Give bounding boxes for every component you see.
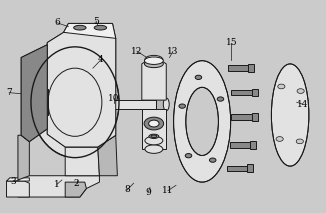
Text: 13: 13 [167,47,178,56]
Polygon shape [21,45,47,142]
Ellipse shape [271,64,309,166]
Text: 5: 5 [93,17,99,26]
Polygon shape [18,176,99,197]
Text: 15: 15 [226,38,237,47]
Text: 9: 9 [145,188,151,197]
Text: 7: 7 [6,88,12,97]
Text: 4: 4 [98,55,104,64]
Text: 2: 2 [74,179,80,188]
Polygon shape [228,65,249,71]
Polygon shape [142,60,166,100]
Polygon shape [93,98,104,111]
Polygon shape [65,147,99,176]
Ellipse shape [144,60,163,68]
Polygon shape [7,178,29,181]
Ellipse shape [151,135,157,138]
Ellipse shape [145,136,163,145]
Circle shape [144,117,164,130]
Circle shape [149,120,159,127]
Text: 12: 12 [131,47,142,56]
Circle shape [217,97,224,101]
Polygon shape [230,142,251,148]
Text: 8: 8 [124,186,130,194]
Ellipse shape [145,55,163,64]
Polygon shape [65,182,86,197]
Polygon shape [64,23,116,38]
Polygon shape [7,181,29,197]
Polygon shape [47,32,116,147]
Text: 3: 3 [10,177,16,186]
Text: 1: 1 [54,180,60,189]
Circle shape [185,154,192,158]
Ellipse shape [74,25,86,30]
Polygon shape [142,109,166,149]
Circle shape [276,137,283,141]
Polygon shape [231,90,253,95]
Polygon shape [231,114,253,120]
Text: 10: 10 [108,94,120,103]
Ellipse shape [149,134,159,138]
Circle shape [296,139,304,144]
Circle shape [210,158,216,162]
Ellipse shape [90,98,96,111]
Ellipse shape [173,61,231,182]
Polygon shape [98,135,117,176]
Circle shape [297,89,304,94]
Polygon shape [227,166,248,171]
Polygon shape [156,98,166,111]
Ellipse shape [94,25,107,30]
Polygon shape [95,100,156,109]
Polygon shape [247,164,253,172]
Circle shape [278,84,285,89]
Polygon shape [252,89,258,96]
Ellipse shape [74,25,86,30]
Ellipse shape [48,68,102,136]
Ellipse shape [163,98,169,111]
Text: 11: 11 [162,186,174,195]
Polygon shape [248,64,254,72]
Ellipse shape [144,57,163,64]
Ellipse shape [145,145,163,153]
Polygon shape [250,141,256,149]
Polygon shape [64,23,116,38]
Text: 14: 14 [297,100,309,109]
Polygon shape [18,135,29,180]
Circle shape [195,75,202,79]
Polygon shape [21,45,47,142]
Ellipse shape [186,87,218,155]
Circle shape [179,104,185,108]
Polygon shape [252,113,258,121]
Ellipse shape [94,25,107,30]
Ellipse shape [31,47,119,158]
Text: 6: 6 [54,18,60,27]
Polygon shape [47,32,116,147]
